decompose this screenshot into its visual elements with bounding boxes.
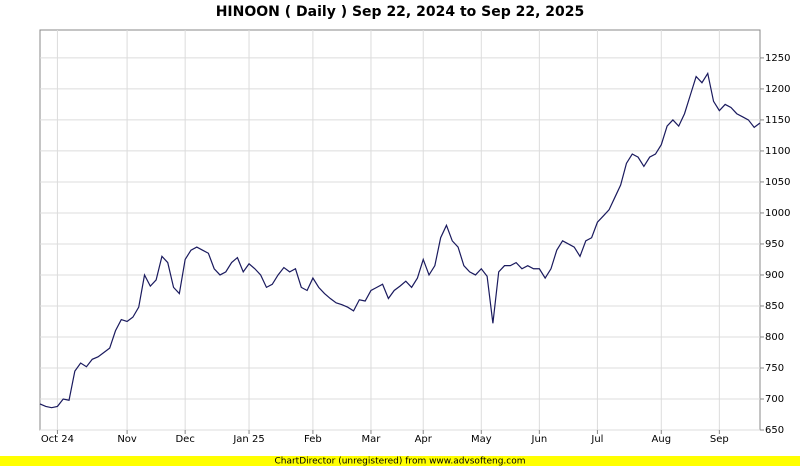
- y-tick-label: 750: [765, 363, 784, 374]
- x-tick-label: Jul: [590, 434, 603, 445]
- x-tick-label: Feb: [304, 434, 322, 445]
- y-tick-label: 700: [765, 394, 784, 405]
- y-tick-label: 950: [765, 239, 784, 250]
- y-tick-label: 850: [765, 301, 784, 312]
- x-tick-label: Oct 24: [41, 434, 74, 445]
- y-tick-label: 1050: [765, 177, 790, 188]
- plot-area: [39, 29, 761, 431]
- price-line: [39, 71, 761, 409]
- y-tick-label: 1250: [765, 53, 790, 64]
- y-tick-label: 1200: [765, 84, 790, 95]
- x-tick-label: May: [471, 434, 492, 445]
- y-tick-label: 1150: [765, 115, 790, 126]
- x-tick-label: Aug: [652, 434, 672, 445]
- x-tick-label: Mar: [362, 434, 382, 445]
- y-tick-label: 1100: [765, 146, 790, 157]
- x-tick-label: Jun: [531, 434, 548, 445]
- x-tick-label: Dec: [175, 434, 194, 445]
- x-tick-label: Nov: [117, 434, 137, 445]
- footer-text: ChartDirector (unregistered) from www.ad…: [274, 457, 525, 466]
- y-tick-label: 650: [765, 425, 784, 436]
- x-tick-label: Jan 25: [232, 434, 264, 445]
- y-tick-label: 1000: [765, 208, 790, 219]
- chart-title: HINOON ( Daily ) Sep 22, 2024 to Sep 22,…: [216, 4, 585, 20]
- y-tick-label: 900: [765, 270, 784, 281]
- x-tick-label: Apr: [415, 434, 433, 445]
- x-tick-label: Sep: [710, 434, 729, 445]
- footer-bar: [0, 456, 800, 466]
- y-tick-label: 800: [765, 332, 784, 343]
